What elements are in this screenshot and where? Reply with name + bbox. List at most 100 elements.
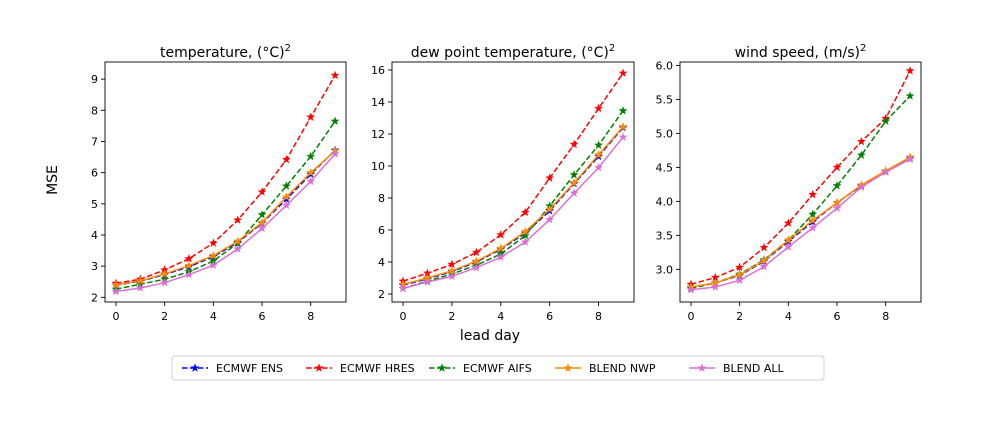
series-line [690, 70, 911, 286]
x-tick-label: 2 [736, 310, 743, 323]
series-ecmwf-aifs [398, 106, 628, 293]
data-point-marker [520, 226, 530, 236]
y-tick-label: 2 [378, 288, 385, 301]
y-tick-label: 6 [91, 167, 98, 180]
data-point-marker [233, 215, 243, 224]
series-line [402, 136, 624, 290]
data-point-marker [808, 215, 818, 225]
data-point-marker [832, 180, 842, 190]
panel-title: temperature, (°C)2 [160, 43, 291, 61]
data-point-marker [856, 136, 866, 146]
data-point-marker [184, 260, 194, 270]
series-ecmwf-aifs [111, 116, 340, 294]
data-point-marker [808, 189, 818, 199]
data-point-marker [135, 283, 145, 292]
y-tick-label: 8 [378, 192, 385, 205]
data-point-marker [496, 243, 506, 253]
series-ecmwf-ens [111, 145, 340, 290]
data-point-marker [208, 250, 218, 260]
series-line [690, 158, 911, 291]
data-point-marker [208, 238, 218, 247]
legend-entry-blend-nwp: BLEND NWP [555, 362, 656, 375]
data-point-marker [111, 280, 121, 289]
data-point-marker [783, 242, 793, 251]
data-point-marker [783, 218, 793, 228]
x-tick-label: 0 [687, 310, 694, 323]
x-tick-label: 0 [400, 310, 407, 323]
data-point-marker [520, 237, 530, 246]
axes-frame [679, 61, 922, 303]
data-point-marker [618, 122, 628, 131]
data-point-marker [111, 286, 121, 296]
data-point-marker [593, 162, 604, 172]
data-point-marker [306, 167, 316, 177]
legend-swatch-marker [697, 363, 707, 372]
data-point-marker [471, 262, 481, 272]
series-line [402, 110, 624, 290]
y-tick-label: 4.5 [656, 161, 674, 174]
data-point-marker [281, 200, 291, 210]
data-point-marker [306, 112, 316, 122]
series-line [402, 126, 624, 286]
series-line [690, 156, 911, 288]
data-point-marker [832, 162, 842, 172]
data-point-marker [759, 261, 769, 271]
panel-title-superscript: 2 [609, 43, 615, 54]
panel-2: dew point temperature, (°C)2 0 2 4 6 8 2 4 6 8 10 1… [371, 43, 635, 323]
series-line [115, 75, 336, 285]
series-blend-all [398, 132, 628, 293]
x-tick-label: 8 [595, 310, 602, 323]
series-blend-all [686, 154, 915, 294]
y-tick-label: 7 [91, 135, 98, 148]
legend-label: BLEND NWP [589, 362, 656, 375]
data-point-marker [257, 223, 267, 233]
panel-title: dew point temperature, (°C)2 [411, 43, 616, 61]
y-tick-label: 4 [378, 256, 385, 269]
data-point-marker [593, 103, 604, 113]
y-tick-label: 5.0 [656, 127, 674, 140]
series-ecmwf-hres [686, 66, 915, 289]
y-tick-label: 10 [371, 160, 385, 173]
y-tick-label: 6 [378, 224, 385, 237]
series-ecmwf-aifs [686, 91, 915, 293]
data-point-marker [905, 66, 915, 75]
y-tick-label: 3.5 [656, 229, 674, 242]
data-point-marker [135, 276, 145, 285]
legend-entry-ecmwf-hres: ECMWF HRES [306, 362, 415, 375]
y-tick-label: 4 [91, 229, 98, 242]
data-point-marker [881, 167, 891, 177]
data-point-marker [257, 209, 267, 219]
legend-swatch-marker [190, 363, 200, 372]
y-tick-label: 12 [371, 128, 385, 141]
data-point-marker [569, 170, 579, 179]
series-line [690, 95, 911, 290]
series-line [402, 127, 624, 286]
data-point-marker [281, 192, 291, 201]
data-point-marker [233, 244, 243, 253]
x-tick-label: 6 [546, 310, 553, 323]
legend-frame [171, 355, 825, 381]
data-point-marker [618, 106, 628, 115]
x-tick-label: 6 [259, 310, 266, 323]
legend-swatch-marker [437, 363, 447, 372]
series-line [115, 150, 336, 286]
x-axis-label: lead day [460, 328, 520, 344]
legend-swatch-marker [314, 363, 324, 372]
y-tick-label: 2 [91, 291, 98, 304]
legend-swatch-marker [563, 363, 573, 372]
x-tick-label: 2 [448, 310, 455, 323]
series-line [115, 149, 336, 286]
y-tick-label: 16 [371, 64, 385, 77]
data-point-marker [618, 68, 628, 78]
panel-title-superscript: 2 [285, 43, 291, 54]
data-point-marker [593, 140, 604, 150]
data-point-marker [471, 247, 481, 257]
legend-label: ECMWF AIFS [463, 362, 532, 375]
data-point-marker [208, 260, 218, 270]
x-tick-label: 0 [112, 310, 119, 323]
data-point-marker [881, 116, 891, 126]
legend-entry-blend-all: BLEND ALL [689, 362, 784, 375]
data-point-marker [545, 204, 555, 214]
data-point-marker [330, 149, 340, 158]
y-tick-label: 8 [91, 104, 98, 117]
